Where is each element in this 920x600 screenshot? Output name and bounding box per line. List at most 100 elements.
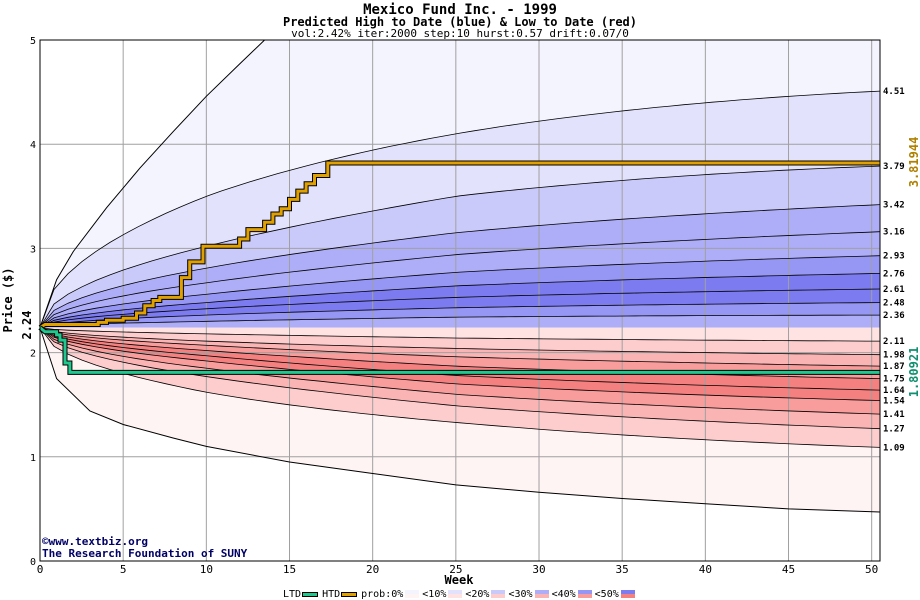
quantile-line: [39, 302, 881, 328]
legend-band-swatch: [534, 590, 549, 598]
plot-frame: [39, 39, 881, 562]
legend-item: LTD: [283, 589, 319, 600]
chart-subtitle: Predicted High to Date (blue) & Low to D…: [282, 15, 637, 29]
legend-label: <40%: [551, 588, 576, 600]
start-price-label: 2.24: [20, 311, 34, 340]
quantile-end-label: 2.36: [883, 311, 905, 321]
quantile-end-label: 2.76: [883, 269, 905, 279]
quantile-end-label: 4.51: [883, 87, 905, 97]
legend-item: <30%: [508, 588, 549, 600]
band-blue-5: [40, 255, 880, 328]
low-value-label: 1.80921: [907, 347, 920, 398]
y-tick-label: 0: [30, 557, 36, 568]
lower-envelope-line: [39, 327, 881, 513]
legend-label: HTD: [322, 588, 341, 600]
x-tick-label: 5: [120, 563, 127, 576]
simulation-params: vol:2.42% iter:2000 step:10 hurst:0.57 d…: [291, 27, 629, 40]
quantile-end-label: 2.11: [883, 337, 905, 347]
quantile-line: [39, 288, 881, 328]
y-tick-label: 1: [30, 453, 36, 464]
legend-band-swatch: [448, 590, 463, 598]
legend-line-swatch: [302, 591, 319, 597]
legend-item: <20%: [465, 588, 506, 600]
legend-item: <40%: [552, 589, 592, 600]
quantile-line: [39, 327, 881, 356]
quantile-end-label: 3.16: [883, 228, 905, 238]
band-red-4: [40, 327, 880, 379]
x-tick-label: 20: [366, 563, 379, 576]
band-blue-7: [40, 289, 880, 328]
band-red-8: [40, 327, 880, 429]
htd-line: [39, 161, 880, 329]
quantile-line: [39, 273, 881, 328]
legend-item: <10%: [422, 588, 463, 600]
quantile-line: [39, 327, 881, 448]
quantile-line: [39, 327, 880, 342]
legend-item: HTD: [322, 589, 358, 600]
quantile-line: [39, 327, 881, 379]
quantile-end-label: 2.93: [883, 252, 905, 262]
quantile-end-label: 1.64: [883, 386, 905, 396]
legend-band-swatch: [405, 590, 420, 598]
x-tick-label: 15: [283, 563, 296, 576]
y-tick-label: 4: [30, 140, 36, 151]
y-tick-label: 5: [30, 36, 36, 47]
x-axis-label: Week: [445, 573, 475, 587]
legend-line-swatch: [341, 591, 358, 597]
quantile-end-label: 1.27: [883, 425, 905, 435]
band-red-7: [40, 327, 880, 415]
band-red-9: [40, 327, 880, 448]
x-tick-label: 45: [782, 563, 795, 576]
band-red-6: [40, 327, 880, 401]
band-blue-1: [40, 91, 880, 328]
quantile-lines: [39, 39, 881, 513]
band-blue-6: [40, 273, 880, 328]
quantile-end-label: 3.79: [883, 162, 905, 172]
band-red-1: [40, 327, 880, 342]
quantile-end-label: 1.75: [883, 375, 905, 385]
chart-title: Mexico Fund Inc. - 1999: [363, 2, 557, 18]
x-tick-label: 35: [616, 563, 629, 576]
upper-envelope-line: [39, 39, 265, 328]
legend-label: <50%: [594, 588, 619, 600]
y-axis-label: Price ($): [1, 267, 15, 332]
quantile-line: [39, 327, 881, 367]
quantile-line: [39, 327, 881, 415]
x-tick-label: 50: [865, 563, 878, 576]
legend-item: <50%: [595, 589, 635, 600]
x-tick-label: 30: [532, 563, 545, 576]
quantile-end-label: 1.41: [883, 410, 905, 420]
band-blue-4: [40, 231, 880, 328]
legend-label: <10%: [422, 588, 447, 600]
x-tick-label: 0: [37, 563, 44, 576]
credit-url: ©www.textbiz.org: [42, 535, 148, 548]
quantile-line: [39, 90, 881, 328]
legend-band-swatch: [620, 590, 635, 598]
quantile-end-label: 1.98: [883, 351, 905, 361]
x-tick-label: 40: [699, 563, 712, 576]
legend-label: <30%: [508, 588, 533, 600]
legend-label: prob:0%: [361, 588, 404, 600]
y-tick-label: 2: [30, 349, 36, 360]
legend-label: <20%: [465, 588, 490, 600]
legend: LTD HTD prob:0% <10% <20% <30% <40% <50%: [283, 588, 638, 600]
quantile-end-label: 1.54: [883, 397, 905, 407]
quantile-end-label: 1.87: [883, 362, 905, 372]
high-value-label: 3.81944: [907, 137, 920, 188]
legend-band-swatch: [577, 590, 592, 598]
band-blue-3: [40, 204, 880, 328]
series-lines: [38, 160, 880, 375]
quantile-end-label: 1.09: [883, 443, 905, 453]
quantile-line: [39, 204, 881, 328]
x-tick-label: 25: [449, 563, 462, 576]
tick-labels: 0 5 10 15 20 25 30 35 40 45 500123454.513.793.423.…: [30, 36, 905, 576]
quantile-end-label: 3.42: [883, 201, 905, 211]
band-blue-2: [40, 166, 880, 328]
band-red-3: [40, 327, 880, 367]
legend-label: LTD: [283, 588, 302, 600]
band-blue-9: [40, 315, 880, 328]
ltd-line: [39, 326, 880, 374]
quantile-line: [39, 327, 881, 391]
quantile-line: [39, 165, 881, 328]
